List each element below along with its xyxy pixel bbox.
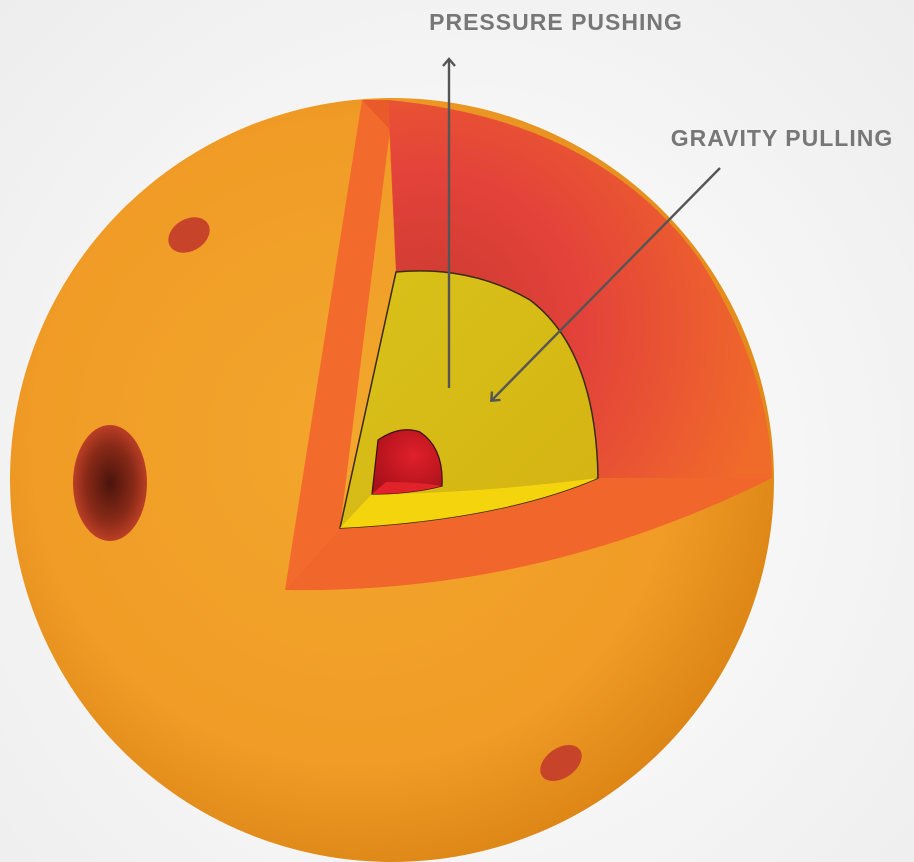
outer-layer-left-face: [285, 100, 390, 590]
sunspot: [168, 217, 210, 253]
sunspot: [540, 744, 582, 782]
middle-layer-floor: [340, 478, 598, 528]
core-floor: [372, 482, 442, 494]
outer-layer-bottom-face: [285, 478, 772, 591]
pressure-label: PRESSURE PUSHING: [429, 9, 683, 35]
gravity-label: GRAVITY PULLING: [671, 125, 893, 151]
sunspot-large: [73, 425, 147, 541]
outer-layer-inner: [388, 100, 772, 478]
gravity-arrow: [490, 167, 721, 403]
